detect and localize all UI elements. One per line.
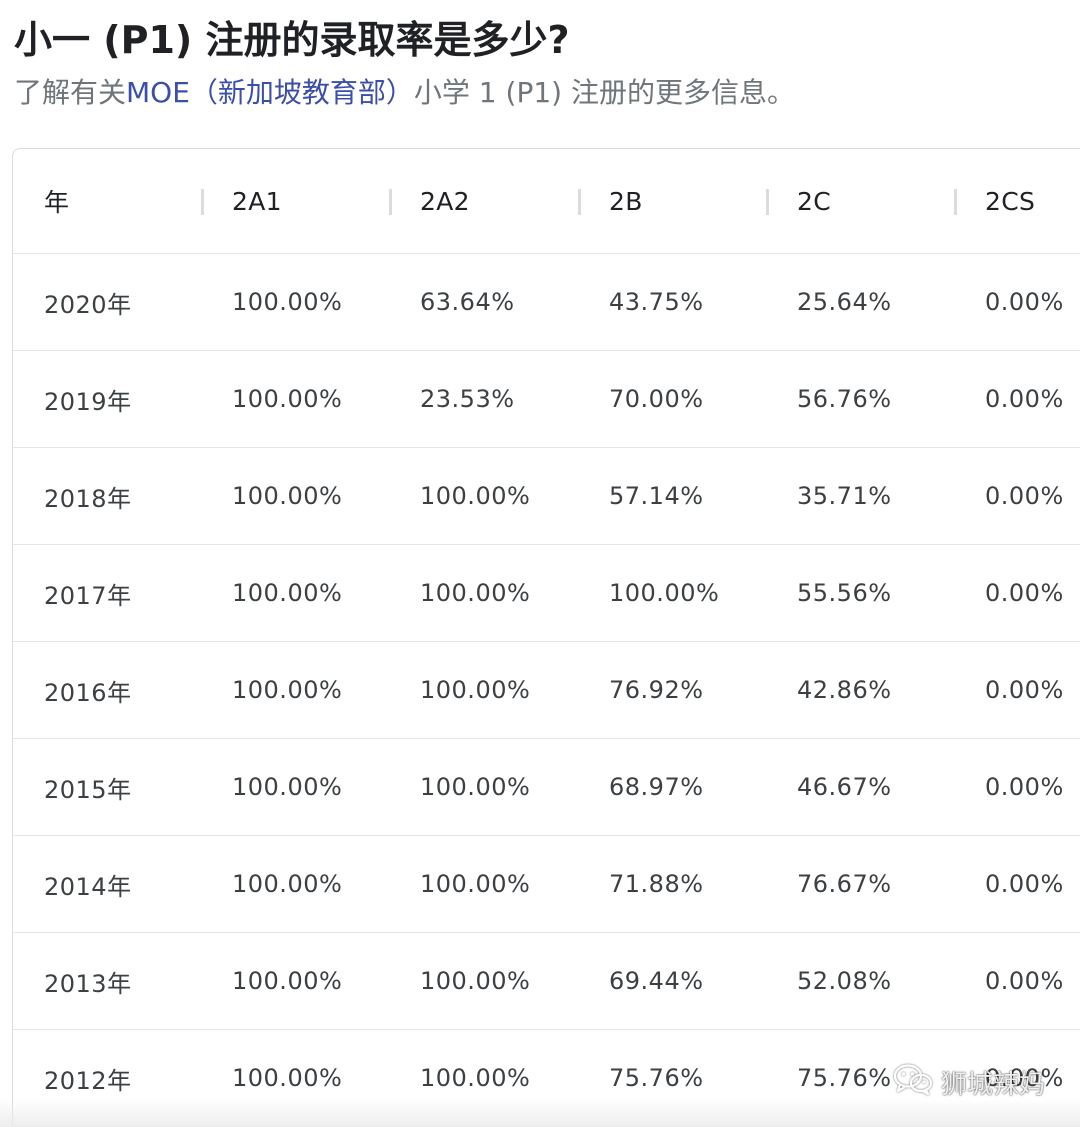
moe-link[interactable]: MOE（新加坡教育部）	[126, 76, 414, 109]
header-2a2: 2A2	[420, 186, 470, 216]
header-2b: 2B	[609, 186, 643, 216]
subtitle-suffix: 小学 1 (P1) 注册的更多信息。	[413, 76, 795, 109]
cell-2b: 70.00%	[609, 385, 704, 413]
cell-2c: 52.08%	[797, 967, 892, 995]
cell-2cs: 0.00%	[985, 482, 1064, 510]
cell-2b: 43.75%	[609, 288, 704, 316]
cell-year: 2020年	[44, 290, 132, 319]
cell-2a1: 100.00%	[232, 773, 343, 801]
cell-2a2: 23.53%	[420, 385, 515, 413]
cell-2cs: 0.00%	[985, 967, 1064, 995]
cell-year: 2019年	[44, 387, 132, 416]
cell-year: 2015年	[44, 775, 132, 804]
cell-2c: 25.64%	[797, 288, 892, 316]
cell-2a2: 100.00%	[420, 1064, 531, 1092]
cell-2a2: 100.00%	[420, 482, 531, 510]
cell-2a2: 63.64%	[420, 288, 515, 316]
column-separator	[766, 189, 769, 215]
cell-2a1: 100.00%	[232, 676, 343, 704]
cell-2b: 75.76%	[609, 1064, 704, 1092]
cell-2a2: 100.00%	[420, 676, 531, 704]
column-separator	[578, 189, 581, 215]
table-row: 2019年 100.00% 23.53% 70.00% 56.76% 0.00%	[13, 351, 1080, 448]
table-row: 2012年 100.00% 100.00% 75.76% 75.76% 0.00…	[13, 1030, 1080, 1127]
cell-2b: 71.88%	[609, 870, 704, 898]
column-separator	[954, 189, 957, 215]
header-2a1: 2A1	[232, 186, 282, 216]
cell-2a1: 100.00%	[232, 870, 343, 898]
cell-2b: 68.97%	[609, 773, 704, 801]
column-separator	[389, 189, 392, 215]
cell-2b: 100.00%	[609, 579, 720, 607]
cell-2a1: 100.00%	[232, 967, 343, 995]
cell-2a1: 100.00%	[232, 288, 343, 316]
cell-2cs: 0.00%	[985, 579, 1064, 607]
cell-2a2: 100.00%	[420, 579, 531, 607]
cell-2a1: 100.00%	[232, 385, 343, 413]
header-year: 年	[44, 188, 70, 217]
table-row: 2014年 100.00% 100.00% 71.88% 76.67% 0.00…	[13, 836, 1080, 933]
cell-year: 2014年	[44, 872, 132, 901]
cell-year: 2016年	[44, 678, 132, 707]
header-2c: 2C	[797, 186, 831, 216]
cell-2c: 56.76%	[797, 385, 892, 413]
cell-2cs: 0.00%	[985, 870, 1064, 898]
table-header-row: 年 2A1 2A2 2B 2C 2CS	[13, 149, 1080, 254]
table-row: 2013年 100.00% 100.00% 69.44% 52.08% 0.00…	[13, 933, 1080, 1030]
table-row: 2016年 100.00% 100.00% 76.92% 42.86% 0.00…	[13, 642, 1080, 739]
cell-2a1: 100.00%	[232, 482, 343, 510]
cell-2b: 69.44%	[609, 967, 704, 995]
cell-2cs: 0.00%	[985, 773, 1064, 801]
cell-2a1: 100.00%	[232, 579, 343, 607]
table-row: 2020年 100.00% 63.64% 43.75% 25.64% 0.00%	[13, 254, 1080, 351]
admission-rate-table: 年 2A1 2A2 2B 2C 2CS 2020年 100.00% 63.64%…	[12, 148, 1080, 1127]
cell-2c: 35.71%	[797, 482, 892, 510]
table-row: 2015年 100.00% 100.00% 68.97% 46.67% 0.00…	[13, 739, 1080, 836]
cell-2cs: 0.00%	[985, 288, 1064, 316]
cell-2b: 57.14%	[609, 482, 704, 510]
page-title: 小一 (P1) 注册的录取率是多少?	[14, 18, 570, 62]
cell-2c: 42.86%	[797, 676, 892, 704]
cell-2a2: 100.00%	[420, 870, 531, 898]
cell-2cs: 0.00%	[985, 676, 1064, 704]
table-row: 2018年 100.00% 100.00% 57.14% 35.71% 0.00…	[13, 448, 1080, 545]
page-subtitle: 了解有关MOE（新加坡教育部）小学 1 (P1) 注册的更多信息。	[14, 72, 795, 114]
cell-2cs: 0.00%	[985, 1064, 1064, 1092]
cell-2c: 76.67%	[797, 870, 892, 898]
cell-2cs: 0.00%	[985, 385, 1064, 413]
cell-2c: 46.67%	[797, 773, 892, 801]
cell-2a2: 100.00%	[420, 967, 531, 995]
cell-2a1: 100.00%	[232, 1064, 343, 1092]
cell-2c: 75.76%	[797, 1064, 892, 1092]
cell-year: 2012年	[44, 1066, 132, 1095]
cell-year: 2018年	[44, 484, 132, 513]
table-row: 2017年 100.00% 100.00% 100.00% 55.56% 0.0…	[13, 545, 1080, 642]
cell-2a2: 100.00%	[420, 773, 531, 801]
cell-year: 2017年	[44, 581, 132, 610]
column-separator	[201, 189, 204, 215]
cell-2c: 55.56%	[797, 579, 892, 607]
subtitle-prefix: 了解有关	[14, 76, 127, 109]
header-2cs: 2CS	[985, 186, 1036, 216]
cell-year: 2013年	[44, 969, 132, 998]
cell-2b: 76.92%	[609, 676, 704, 704]
